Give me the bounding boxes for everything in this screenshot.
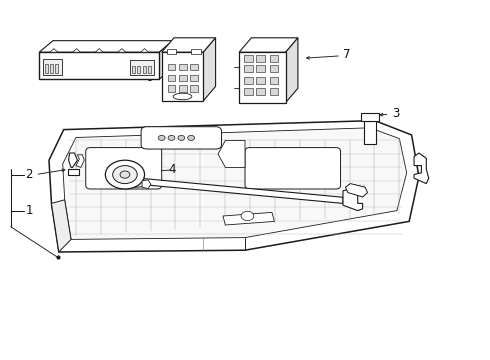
Polygon shape — [203, 38, 216, 101]
Polygon shape — [159, 41, 173, 79]
Polygon shape — [51, 200, 71, 252]
Bar — [162, 52, 203, 101]
Polygon shape — [239, 38, 298, 52]
Bar — [270, 65, 278, 72]
Bar — [45, 64, 48, 73]
Polygon shape — [141, 49, 148, 52]
Bar — [132, 66, 135, 73]
Polygon shape — [218, 140, 245, 167]
Text: 1: 1 — [25, 204, 33, 217]
Circle shape — [120, 171, 130, 178]
Bar — [130, 60, 154, 75]
Bar — [137, 66, 140, 73]
FancyBboxPatch shape — [141, 127, 221, 149]
FancyBboxPatch shape — [245, 148, 341, 189]
Polygon shape — [73, 49, 80, 52]
Bar — [256, 55, 265, 62]
Bar — [244, 88, 253, 95]
Text: 3: 3 — [392, 107, 399, 120]
Bar — [168, 64, 175, 70]
Bar — [256, 77, 265, 84]
Bar — [270, 55, 278, 62]
Bar — [361, 113, 379, 121]
Bar — [50, 64, 53, 73]
Polygon shape — [144, 179, 343, 203]
Polygon shape — [68, 169, 79, 175]
FancyBboxPatch shape — [86, 148, 162, 189]
Text: 4: 4 — [168, 163, 175, 176]
Bar — [256, 88, 265, 95]
Polygon shape — [112, 178, 145, 188]
Polygon shape — [69, 153, 77, 167]
Bar — [179, 85, 187, 92]
Bar — [167, 49, 176, 54]
Bar — [244, 65, 253, 72]
Text: 5: 5 — [103, 48, 111, 60]
Bar — [191, 49, 201, 54]
Bar — [190, 85, 198, 92]
Bar — [143, 66, 146, 73]
Bar — [270, 88, 278, 95]
Ellipse shape — [173, 93, 192, 100]
Bar — [168, 85, 175, 92]
Bar — [239, 52, 286, 103]
Bar — [39, 52, 159, 79]
Circle shape — [168, 135, 175, 140]
Circle shape — [241, 211, 254, 221]
Bar — [244, 55, 253, 62]
Bar — [43, 59, 62, 75]
Bar — [256, 65, 265, 72]
Polygon shape — [50, 49, 58, 52]
Text: 6: 6 — [146, 71, 153, 84]
Polygon shape — [343, 189, 363, 211]
Circle shape — [158, 135, 165, 140]
Bar — [190, 75, 198, 81]
Text: 7: 7 — [343, 48, 350, 61]
Bar — [179, 75, 187, 81]
Polygon shape — [286, 38, 298, 103]
Polygon shape — [118, 49, 126, 52]
Text: 2: 2 — [25, 168, 33, 181]
Polygon shape — [63, 128, 407, 239]
Polygon shape — [39, 41, 173, 52]
Polygon shape — [95, 49, 103, 52]
Polygon shape — [414, 153, 429, 184]
Bar — [148, 66, 151, 73]
Circle shape — [105, 160, 145, 189]
Polygon shape — [223, 212, 274, 225]
Circle shape — [113, 166, 137, 184]
Circle shape — [188, 135, 195, 140]
Polygon shape — [76, 155, 84, 167]
Polygon shape — [345, 184, 368, 197]
Polygon shape — [142, 180, 151, 189]
Bar — [270, 77, 278, 84]
Bar — [364, 121, 376, 144]
Bar — [179, 64, 187, 70]
Bar — [55, 64, 58, 73]
Circle shape — [178, 135, 185, 140]
Bar — [168, 75, 175, 81]
Bar — [244, 77, 253, 84]
Bar — [190, 64, 198, 70]
Polygon shape — [49, 121, 419, 252]
Polygon shape — [162, 38, 216, 52]
